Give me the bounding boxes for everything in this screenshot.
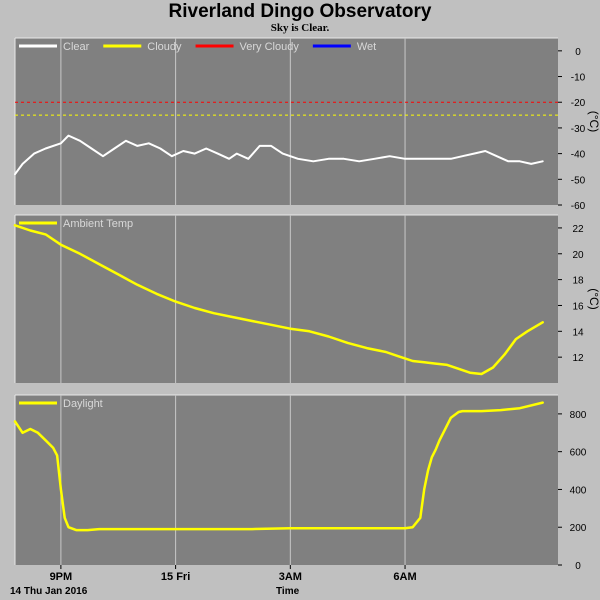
x-tick-label: 9PM	[50, 571, 73, 583]
legend-label: Clear	[63, 41, 90, 53]
y-tick-label: 200	[570, 523, 587, 534]
plot-area	[15, 395, 558, 565]
y-tick-label: 18	[572, 276, 584, 287]
legend-label: Cloudy	[147, 41, 182, 53]
x-tick-label: 15 Fri	[161, 571, 190, 583]
y-unit-label: (°C)	[587, 288, 600, 309]
y-tick-label: 800	[570, 410, 587, 421]
sky-status-subtitle: Sky is Clear.	[270, 22, 330, 34]
y-tick-label: -30	[571, 124, 586, 135]
y-tick-label: -10	[571, 73, 586, 84]
y-tick-label: 12	[572, 353, 584, 364]
y-tick-label: 20	[572, 250, 584, 261]
y-tick-label: 0	[575, 47, 581, 58]
y-tick-label: 16	[572, 301, 584, 312]
y-unit-label: (°C)	[587, 111, 600, 132]
y-tick-label: 0	[575, 561, 581, 572]
y-tick-label: -40	[571, 150, 586, 161]
series-line	[14, 134, 544, 176]
x-tick-label: 6AM	[393, 571, 416, 583]
legend-label: Daylight	[63, 398, 103, 410]
series-line	[13, 401, 544, 532]
x-axis-label: Time	[276, 586, 300, 597]
plot-area	[15, 38, 558, 205]
y-tick-label: -50	[571, 175, 586, 186]
date-label: 14 Thu Jan 2016	[10, 586, 88, 597]
x-tick-label: 3AM	[279, 571, 302, 583]
y-tick-label: 600	[570, 448, 587, 459]
legend-label: Very Cloudy	[240, 41, 300, 53]
plot-area	[15, 215, 558, 383]
y-tick-label: 22	[572, 224, 584, 235]
series-line	[13, 224, 544, 376]
legend-label: Ambient Temp	[63, 218, 133, 230]
y-tick-label: 400	[570, 485, 587, 496]
y-tick-label: 14	[572, 327, 584, 338]
page-title: Riverland Dingo Observatory	[168, 1, 432, 22]
y-tick-label: -60	[571, 201, 586, 212]
y-tick-label: -20	[571, 98, 586, 109]
legend-label: Wet	[357, 41, 376, 53]
